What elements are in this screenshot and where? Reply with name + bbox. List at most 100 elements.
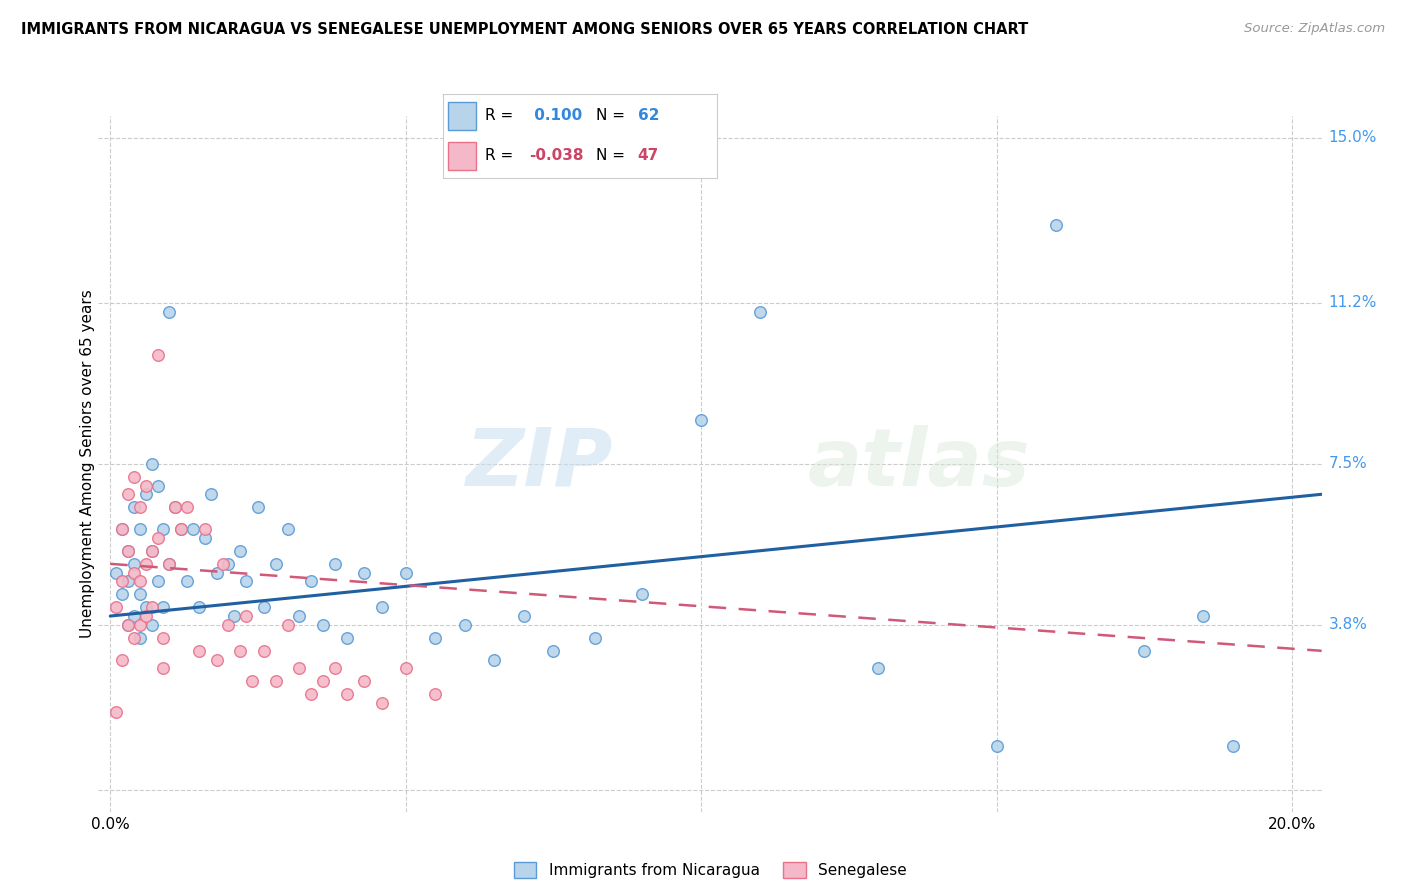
- Point: [157, 557, 180, 571]
- Point: [135, 557, 157, 571]
- Point: [111, 522, 134, 536]
- Text: R =: R =: [485, 148, 519, 163]
- Text: 0.100: 0.100: [529, 108, 582, 123]
- Point: [146, 531, 169, 545]
- Text: R =: R =: [485, 108, 519, 123]
- Point: [229, 644, 252, 658]
- Point: [111, 587, 134, 601]
- Point: [128, 631, 150, 645]
- Point: [235, 574, 257, 589]
- Point: [141, 457, 163, 471]
- Point: [205, 566, 228, 580]
- Point: [395, 661, 418, 675]
- Point: [117, 617, 139, 632]
- Point: [146, 348, 169, 362]
- Legend: Immigrants from Nicaragua, Senegalese: Immigrants from Nicaragua, Senegalese: [508, 856, 912, 884]
- Text: 47: 47: [637, 148, 659, 163]
- Point: [323, 557, 346, 571]
- Point: [157, 304, 180, 318]
- Point: [395, 566, 418, 580]
- Point: [246, 500, 269, 515]
- Point: [1192, 609, 1215, 624]
- Point: [253, 644, 276, 658]
- Point: [323, 661, 346, 675]
- Text: Source: ZipAtlas.com: Source: ZipAtlas.com: [1244, 22, 1385, 36]
- Point: [986, 739, 1008, 754]
- Point: [122, 500, 145, 515]
- Point: [253, 600, 276, 615]
- Point: [117, 574, 139, 589]
- Point: [336, 631, 359, 645]
- Point: [122, 609, 145, 624]
- Point: [868, 661, 890, 675]
- Text: 62: 62: [637, 108, 659, 123]
- Point: [111, 574, 134, 589]
- Text: atlas: atlas: [808, 425, 1031, 503]
- Point: [1133, 644, 1156, 658]
- Point: [122, 566, 145, 580]
- Point: [135, 487, 157, 501]
- Point: [146, 574, 169, 589]
- Point: [135, 609, 157, 624]
- Point: [157, 557, 180, 571]
- Point: [146, 478, 169, 492]
- Point: [141, 543, 163, 558]
- Point: [749, 304, 772, 318]
- Point: [371, 600, 394, 615]
- Point: [122, 631, 145, 645]
- Point: [690, 413, 713, 427]
- Point: [484, 652, 506, 666]
- Point: [543, 644, 565, 658]
- Point: [583, 631, 606, 645]
- Point: [217, 557, 239, 571]
- Point: [128, 522, 150, 536]
- Text: 7.5%: 7.5%: [1329, 457, 1367, 471]
- Y-axis label: Unemployment Among Seniors over 65 years: Unemployment Among Seniors over 65 years: [80, 290, 94, 638]
- Point: [165, 500, 187, 515]
- Point: [194, 522, 217, 536]
- Point: [187, 600, 209, 615]
- Point: [117, 543, 139, 558]
- Point: [122, 557, 145, 571]
- Point: [105, 566, 128, 580]
- Point: [631, 587, 654, 601]
- FancyBboxPatch shape: [449, 142, 475, 169]
- Point: [1222, 739, 1244, 754]
- Point: [194, 531, 217, 545]
- Text: N =: N =: [596, 108, 630, 123]
- Point: [152, 661, 174, 675]
- Text: 15.0%: 15.0%: [1329, 130, 1376, 145]
- Point: [152, 600, 174, 615]
- Point: [105, 705, 128, 719]
- Point: [128, 574, 150, 589]
- Point: [152, 522, 174, 536]
- Point: [170, 522, 193, 536]
- Point: [141, 617, 163, 632]
- Text: -0.038: -0.038: [529, 148, 583, 163]
- Point: [117, 617, 139, 632]
- Point: [217, 617, 239, 632]
- Point: [264, 557, 287, 571]
- Point: [513, 609, 536, 624]
- Point: [170, 522, 193, 536]
- Point: [165, 500, 187, 515]
- Point: [288, 661, 311, 675]
- Point: [288, 609, 311, 624]
- Point: [312, 617, 335, 632]
- Point: [135, 478, 157, 492]
- Point: [141, 543, 163, 558]
- Point: [235, 609, 257, 624]
- Point: [176, 574, 198, 589]
- Point: [276, 522, 298, 536]
- Point: [353, 674, 375, 689]
- Point: [135, 600, 157, 615]
- Point: [111, 652, 134, 666]
- Point: [353, 566, 375, 580]
- Point: [117, 543, 139, 558]
- Point: [181, 522, 204, 536]
- Point: [128, 500, 150, 515]
- Point: [176, 500, 198, 515]
- Text: N =: N =: [596, 148, 630, 163]
- Point: [187, 644, 209, 658]
- Point: [1045, 218, 1067, 232]
